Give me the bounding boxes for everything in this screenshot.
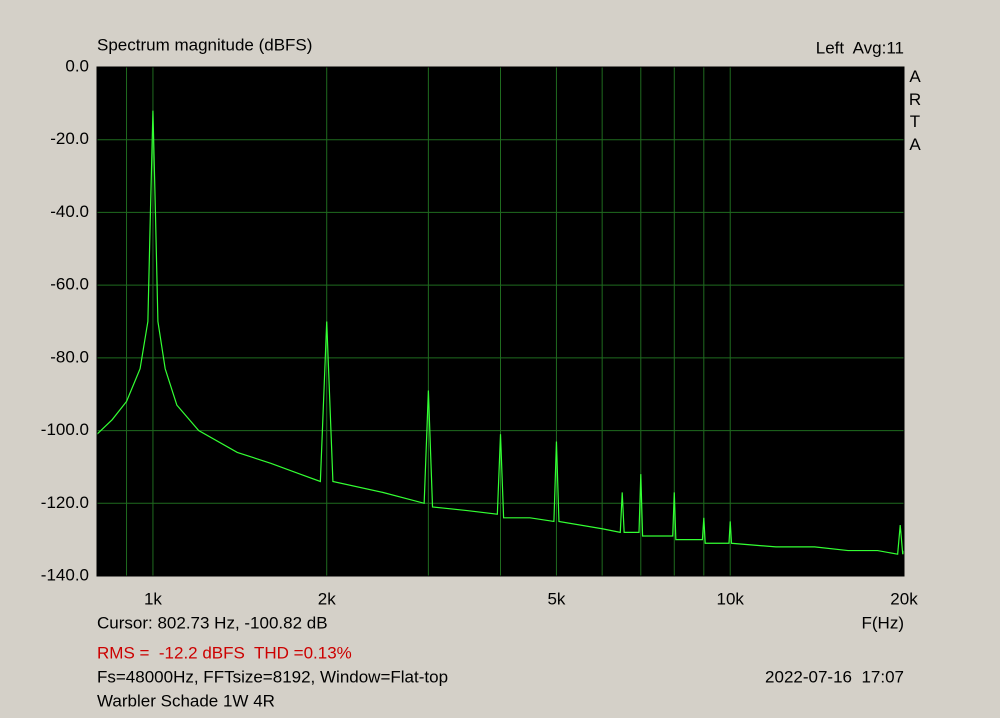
- y-tick-label: -100.0: [41, 420, 89, 439]
- side-label-box: ARTA: [908, 67, 922, 154]
- x-tick-label: 20k: [890, 589, 918, 608]
- chart-title: Spectrum magnitude (dBFS): [97, 35, 312, 54]
- y-tick-label: -40.0: [50, 202, 89, 221]
- y-tick-label: 0.0: [65, 56, 89, 75]
- plot-frame: [96, 66, 905, 577]
- settings-text: Fs=48000Hz, FFTsize=8192, Window=Flat-to…: [97, 667, 448, 686]
- timestamp: 2022-07-16 17:07: [765, 667, 904, 686]
- y-tick-label: -60.0: [50, 275, 89, 294]
- rms-readout: RMS = -12.2 dBFS THD =0.13%: [97, 643, 352, 662]
- y-tick-label: -80.0: [50, 347, 89, 366]
- channel-label: Left Avg:11: [816, 38, 904, 57]
- y-tick-label: -120.0: [41, 493, 89, 512]
- y-tick-label: -20.0: [50, 129, 89, 148]
- x-tick-label: 5k: [547, 589, 565, 608]
- side-label: ARTA: [908, 67, 922, 154]
- y-tick-label: -140.0: [41, 565, 89, 584]
- spectrum-line: [96, 110, 905, 555]
- cursor-readout: Cursor: 802.73 Hz, -100.82 dB: [97, 613, 328, 632]
- x-tick-label: 10k: [717, 589, 745, 608]
- x-axis-label: F(Hz): [862, 613, 904, 632]
- x-tick-label: 1k: [144, 589, 162, 608]
- x-tick-label: 2k: [318, 589, 336, 608]
- note: Warbler Schade 1W 4R: [97, 691, 275, 710]
